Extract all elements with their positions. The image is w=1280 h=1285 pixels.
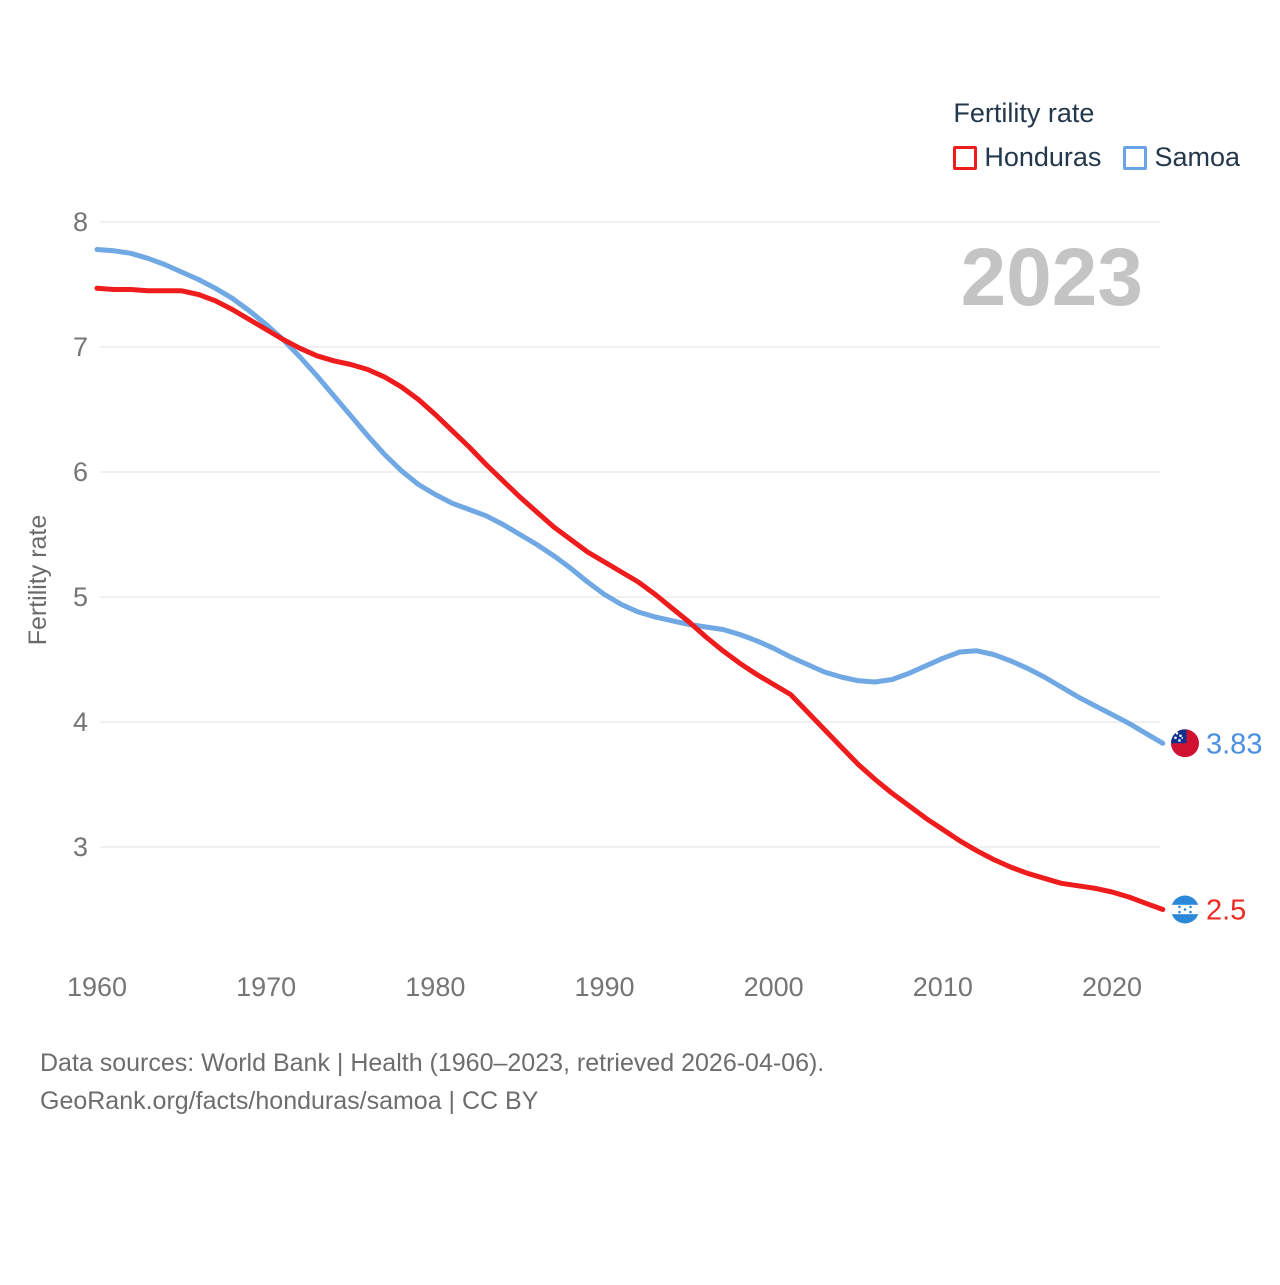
y-tick-label: 4 (73, 707, 88, 737)
legend-item-label: Honduras (984, 142, 1102, 172)
y-tick-label: 7 (73, 332, 88, 362)
x-tick-label: 1980 (405, 972, 465, 1002)
data-source-line: Data sources: World Bank | Health (1960–… (40, 1049, 825, 1077)
legend-item-label: Samoa (1154, 142, 1240, 172)
y-tick-label: 3 (73, 832, 88, 862)
x-tick-label: 2010 (913, 972, 973, 1002)
honduras-series-swatch (953, 145, 978, 170)
year-watermark: 2023 (961, 232, 1143, 323)
honduras-end-value: 2.5 (1206, 895, 1246, 927)
x-tick-label: 2020 (1082, 972, 1142, 1002)
legend-item-honduras: Honduras (953, 142, 1101, 173)
y-tick-label: 6 (73, 457, 88, 487)
legend-items: Honduras Samoa (953, 142, 1240, 173)
honduras-line (94, 285, 1166, 912)
legend: Fertility rate Honduras Samoa (953, 98, 1240, 173)
samoa-flag-icon (1171, 729, 1199, 758)
footer: Data sources: World Bank | Health (1960–… (40, 1044, 824, 1120)
x-tick-label: 1960 (67, 972, 127, 1002)
legend-item-samoa: Samoa (1123, 142, 1240, 173)
samoa-end-value: 3.83 (1206, 728, 1262, 760)
x-tick-label: 1970 (236, 972, 296, 1002)
x-tick-label: 2000 (744, 972, 804, 1002)
legend-title: Fertility rate (953, 98, 1095, 128)
attribution-line: GeoRank.org/facts/honduras/samoa | CC BY (40, 1087, 539, 1115)
y-tick-label: 8 (73, 207, 88, 237)
y-axis-title: Fertility rate (24, 515, 52, 646)
samoa-series-swatch (1123, 145, 1148, 170)
x-tick-label: 1990 (574, 972, 634, 1002)
honduras-flag-icon (1171, 895, 1199, 924)
y-tick-label: 5 (73, 582, 88, 612)
